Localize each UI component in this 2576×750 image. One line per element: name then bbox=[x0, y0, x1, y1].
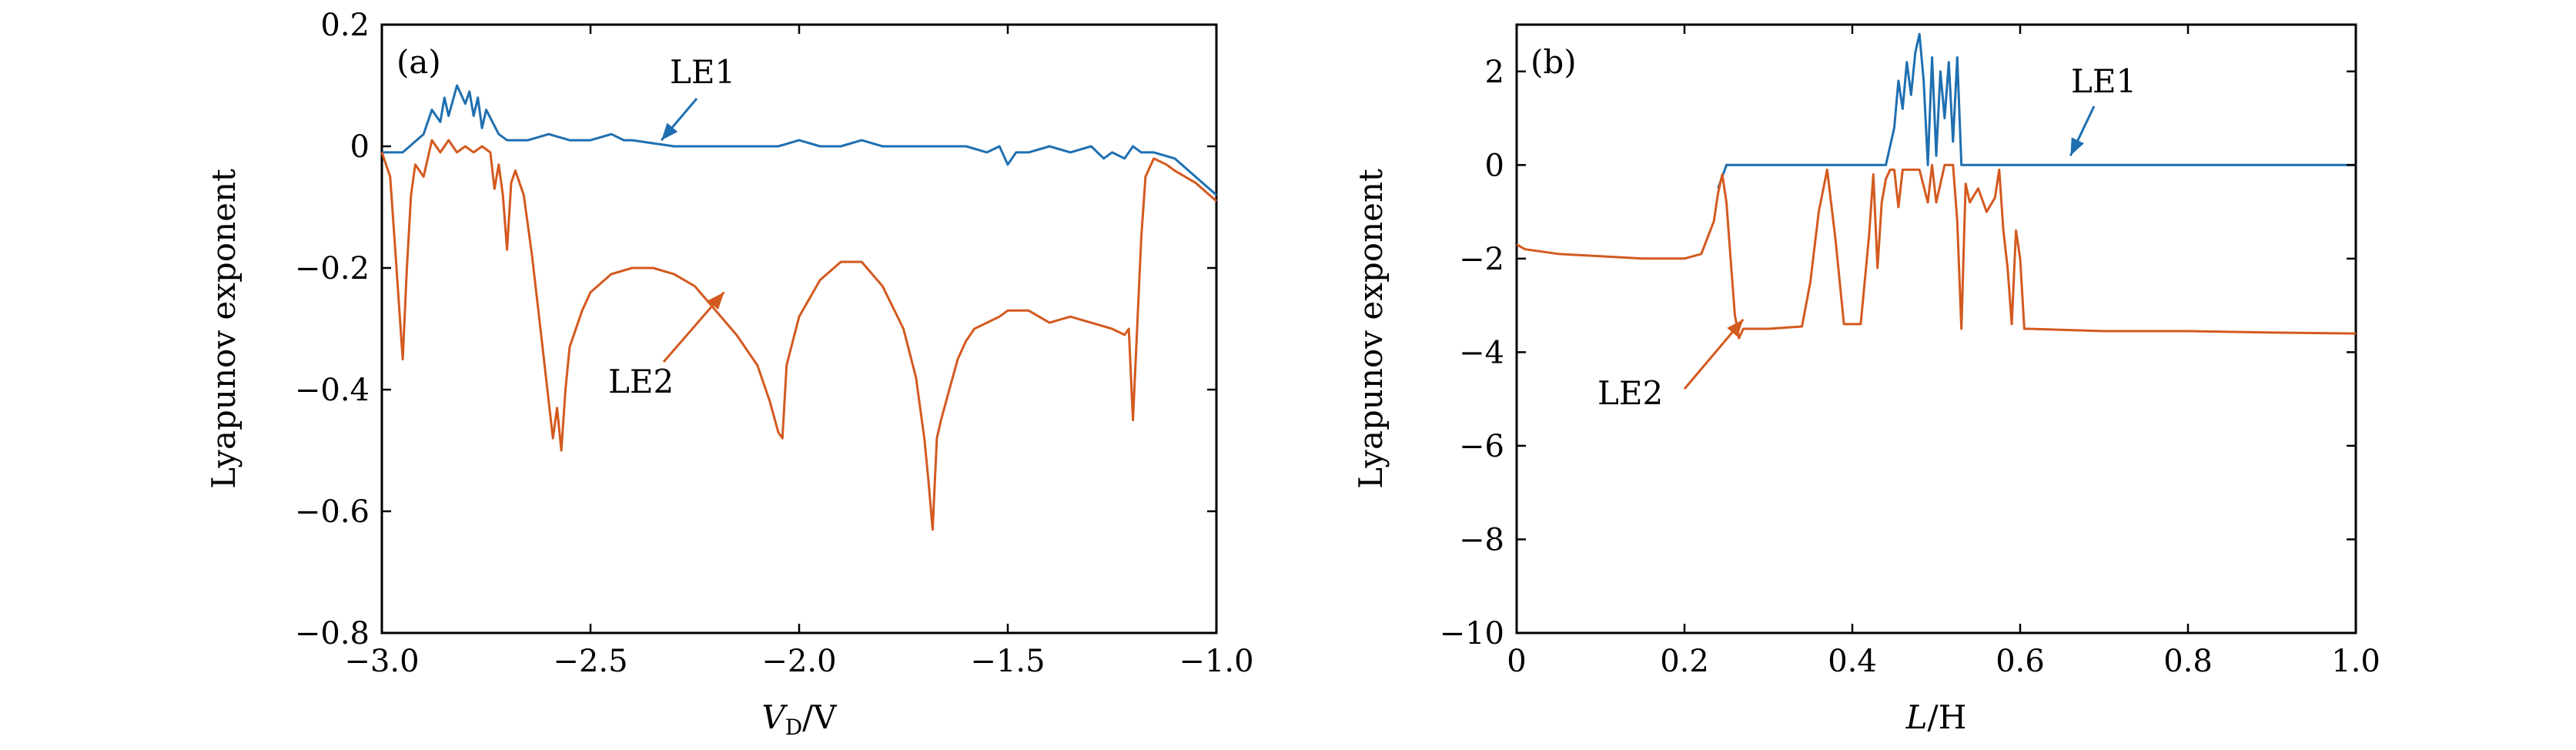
y-tick-label-b: −6 bbox=[1459, 429, 1504, 464]
y-tick-label-b: −2 bbox=[1459, 242, 1504, 277]
y-tick-label-a: −0.6 bbox=[295, 494, 370, 530]
plot-frame-b bbox=[1515, 23, 2357, 634]
series-line-le1-a bbox=[382, 84, 1217, 196]
plot-a-series-group bbox=[380, 84, 1217, 531]
y-tick-label-b: −10 bbox=[1440, 616, 1504, 651]
y-tick-label-b: −8 bbox=[1459, 522, 1504, 557]
series-line-le2-a bbox=[380, 139, 1217, 531]
annotation-le1-a: LE1 bbox=[670, 53, 735, 91]
arrowhead-le1-a bbox=[661, 122, 678, 141]
annotation-le2-b: LE2 bbox=[1597, 374, 1663, 412]
y-tick-label-a: 0 bbox=[350, 129, 370, 165]
y-tick-label-b: −4 bbox=[1459, 335, 1504, 370]
x-tick-label-b: 0.6 bbox=[1996, 644, 2045, 679]
series-line-le2-b bbox=[1516, 163, 2357, 340]
x-tick-label-b: 1.0 bbox=[2331, 644, 2380, 679]
x-axis-label-a: VD/V bbox=[761, 698, 837, 740]
x-axis-label-b: L/H bbox=[1905, 698, 1967, 736]
series-line-le1-b bbox=[1717, 32, 2356, 189]
panel-label-a: (a) bbox=[396, 43, 441, 81]
arrowhead-le1-b bbox=[2070, 137, 2084, 156]
x-tick-label-b: 0.8 bbox=[2163, 644, 2213, 679]
arrowhead-le2-b bbox=[1727, 319, 1744, 337]
arrowhead-le2-a bbox=[708, 292, 724, 310]
panel-label-b: (b) bbox=[1531, 43, 1577, 81]
panel-a: −3.0 −2.5 −2.0 −1.5 −1.0 −0.8 −0.6 −0.4 −0.2 0 0.2… bbox=[205, 8, 1254, 740]
plot-b-series-group bbox=[1516, 32, 2357, 340]
x-tick-label-b: 0.4 bbox=[1828, 644, 1877, 679]
y-tick-label-b: 2 bbox=[1485, 55, 1504, 90]
plot-b-ticks-group: 0 0.2 0.4 0.6 0.8 1.0 −10 −8 −6 −4 −2 0 2 bbox=[1440, 25, 2380, 679]
y-axis-label-b: Lyapunov exponent bbox=[1352, 169, 1390, 489]
x-tick-label-b: 0.2 bbox=[1660, 644, 1709, 679]
y-tick-label-a: 0.2 bbox=[320, 8, 370, 43]
y-tick-label-a: −0.8 bbox=[295, 616, 370, 651]
y-tick-label-b: 0 bbox=[1485, 148, 1504, 183]
y-tick-label-a: −0.4 bbox=[295, 373, 370, 408]
plot-frame-a bbox=[380, 23, 1218, 634]
x-tick-label-a: −1.5 bbox=[970, 644, 1045, 679]
x-tick-label-a: −2.0 bbox=[761, 644, 836, 679]
y-tick-label-a: −0.2 bbox=[295, 251, 370, 286]
panel-b: 0 0.2 0.4 0.6 0.8 1.0 −10 −8 −6 −4 −2 0 2 (b) LE1 LE… bbox=[1352, 23, 2380, 736]
x-tick-label-b: 0 bbox=[1507, 644, 1526, 679]
x-tick-label-a: −1.0 bbox=[1179, 644, 1253, 679]
y-axis-label-a: Lyapunov exponent bbox=[205, 169, 243, 489]
plot-a-ticks-group: −3.0 −2.5 −2.0 −1.5 −1.0 −0.8 −0.6 −0.4 −0.2 0 0.2 bbox=[295, 8, 1254, 679]
x-tick-label-a: −2.5 bbox=[553, 644, 627, 679]
annotation-le2-a: LE2 bbox=[608, 363, 674, 400]
annotation-le1-b: LE1 bbox=[2071, 62, 2136, 100]
x-tick-label-a: −3.0 bbox=[344, 644, 419, 679]
